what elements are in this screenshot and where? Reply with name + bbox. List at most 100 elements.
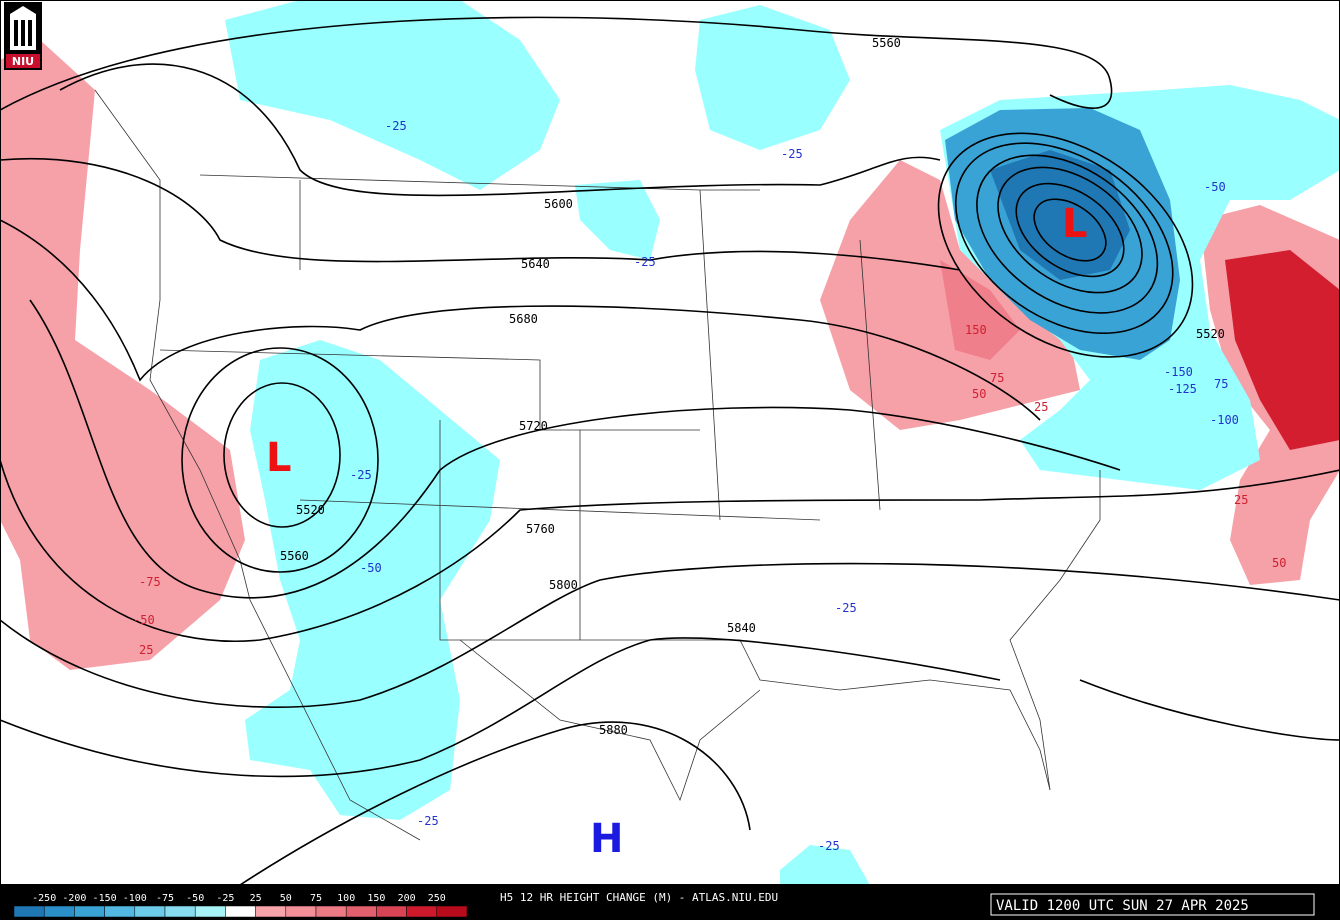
logo-text: NIU (12, 55, 34, 68)
legend-label: -75 (156, 893, 174, 904)
positive-area (1225, 250, 1340, 450)
height-labels: 5560 5600 5640 5680 5720 5760 5800 5840 … (280, 36, 1225, 737)
change-label: 150 (965, 323, 987, 337)
legend-swatch (285, 905, 317, 918)
height-label: 5640 (521, 257, 550, 271)
logo-window (21, 20, 25, 46)
legend: -250 -200 -150 -100 -75 -50 -25 25 50 75 100 150 200… (13, 893, 468, 918)
legend-label: 150 (367, 893, 385, 904)
contours (0, 16, 1340, 886)
legend-label: -250 (32, 893, 56, 904)
logo: NIU (4, 2, 42, 70)
change-label: -25 (818, 839, 840, 853)
legend-swatch (134, 905, 166, 918)
contour-line (954, 142, 1174, 335)
contour-line (59, 63, 941, 197)
contour-line (223, 382, 341, 528)
height-label: 5840 (727, 621, 756, 635)
legend-swatch (164, 905, 196, 918)
change-label: -50 (360, 561, 382, 575)
legend-swatch (225, 905, 256, 918)
negative-area (575, 180, 660, 260)
change-label: 50 (1272, 556, 1286, 570)
change-label: 25 (1234, 493, 1248, 507)
height-label: 5560 (280, 549, 309, 563)
change-label: -25 (634, 255, 656, 269)
contour-line (976, 154, 1159, 314)
legend-swatch (43, 905, 75, 918)
height-label: 5600 (544, 197, 573, 211)
low-center: L (266, 435, 292, 481)
change-label: 25 (1034, 400, 1048, 414)
positive-area (0, 40, 245, 670)
legend-swatch (255, 905, 287, 918)
legend-label: -200 (62, 893, 86, 904)
contour-line (997, 166, 1143, 294)
legend-swatch (376, 905, 407, 918)
contour-line (1033, 198, 1107, 262)
negative-area (245, 340, 500, 820)
change-label: 50 (972, 387, 986, 401)
change-label: -25 (835, 601, 857, 615)
positive-area (940, 260, 1020, 360)
legend-swatch (436, 905, 468, 918)
change-label: -150 (1164, 365, 1193, 379)
valid-time: VALID 1200 UTC SUN 27 APR 2025 (996, 898, 1249, 914)
height-label: 5680 (509, 312, 538, 326)
change-label: 25 (139, 643, 153, 657)
change-label: -25 (781, 147, 803, 161)
contour-line (0, 16, 1113, 111)
borders (94, 89, 1101, 841)
contour-line (1015, 182, 1125, 278)
change-label: -25 (385, 119, 407, 133)
legend-label: -50 (186, 893, 204, 904)
change-label: -25 (417, 814, 439, 828)
contour-line (0, 158, 961, 271)
high-center: H (590, 816, 623, 862)
legend-label: 25 (250, 893, 262, 904)
legend-swatch (315, 905, 347, 918)
border-line (159, 174, 1051, 791)
contour-line (181, 347, 379, 573)
legend-label: 250 (428, 893, 446, 904)
change-label: -25 (350, 468, 372, 482)
legend-label: 200 (398, 893, 416, 904)
legend-swatch (74, 905, 105, 918)
valid-box (990, 893, 1315, 916)
legend-label: -100 (123, 893, 147, 904)
change-label: -50 (133, 613, 155, 627)
legend-swatch (345, 905, 377, 918)
contour-line (0, 637, 1001, 778)
contour-line (0, 459, 1340, 642)
legend-swatch (406, 905, 438, 918)
legend-label: -25 (216, 893, 234, 904)
height-label: 5800 (549, 578, 578, 592)
change-labels: -25 -25 -25 -25 -50 -25 -25 -25 -75 -50 … (133, 119, 1286, 853)
height-label: 5880 (599, 723, 628, 737)
legend-label: 50 (280, 893, 292, 904)
logo-band (6, 54, 40, 68)
low-center: L (1062, 201, 1088, 247)
negative-area (780, 845, 870, 885)
height-label: 5520 (296, 503, 325, 517)
height-label: 5720 (519, 419, 548, 433)
height-label: 5560 (872, 36, 901, 50)
change-label: -50 (1204, 180, 1226, 194)
legend-swatch (194, 905, 226, 918)
change-label: 75 (1214, 377, 1228, 391)
height-label: 5520 (1196, 327, 1225, 341)
legend-swatch (104, 905, 136, 918)
contour-line (0, 562, 1340, 708)
negative-area (990, 150, 1130, 280)
contour-line (29, 299, 1121, 599)
change-fills (0, 0, 1340, 885)
footer-title: H5 12 HR HEIGHT CHANGE (M) - ATLAS.NIU.E… (500, 891, 778, 904)
coastline (94, 89, 1101, 841)
legend-label: 75 (310, 893, 322, 904)
contour-line (0, 219, 1041, 421)
contour-line (937, 132, 1194, 358)
legend-label: -150 (93, 893, 117, 904)
change-label: -75 (139, 575, 161, 589)
contour-line (239, 679, 1340, 886)
